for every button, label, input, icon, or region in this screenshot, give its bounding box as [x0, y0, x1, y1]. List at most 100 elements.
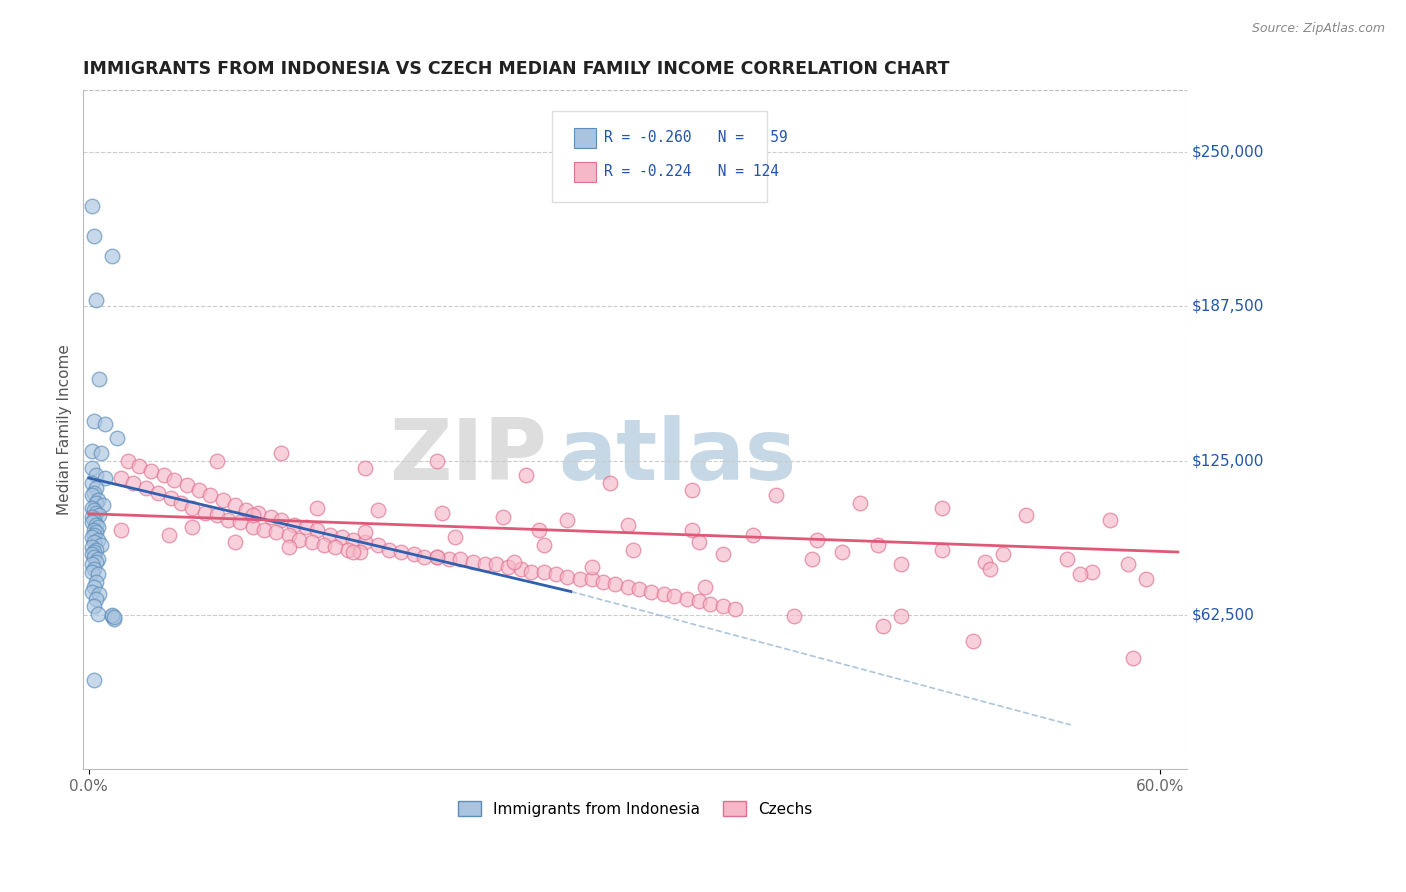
Point	[84, 293, 107, 307]
Point	[681, 523, 703, 537]
Point	[139, 463, 162, 477]
Point	[82, 500, 104, 515]
Point	[283, 517, 305, 532]
Point	[163, 474, 186, 488]
Point	[229, 516, 252, 530]
Point	[599, 475, 621, 490]
Point	[152, 468, 174, 483]
Point	[270, 446, 292, 460]
Point	[86, 552, 108, 566]
Point	[502, 555, 524, 569]
Bar	[574, 161, 596, 182]
Point	[592, 574, 614, 589]
Point	[82, 516, 104, 530]
Point	[86, 520, 108, 534]
Point	[849, 495, 872, 509]
Point	[711, 599, 734, 614]
Point	[84, 506, 107, 520]
Point	[991, 548, 1014, 562]
Point	[84, 542, 107, 557]
Point	[83, 549, 105, 564]
Point	[711, 548, 734, 562]
Point	[122, 475, 145, 490]
Legend: Immigrants from Indonesia, Czechs: Immigrants from Indonesia, Czechs	[451, 795, 818, 822]
Point	[260, 510, 283, 524]
Point	[295, 520, 318, 534]
Point	[288, 533, 311, 547]
Point	[330, 530, 353, 544]
Point	[181, 520, 204, 534]
Point	[527, 523, 550, 537]
Point	[568, 572, 591, 586]
Point	[84, 525, 107, 540]
Text: $250,000: $250,000	[1192, 145, 1264, 160]
Point	[354, 461, 377, 475]
Point	[1122, 651, 1144, 665]
Point	[181, 500, 204, 515]
Point	[377, 542, 399, 557]
Point	[103, 612, 125, 626]
Point	[90, 538, 112, 552]
Point	[211, 493, 233, 508]
Text: $187,500: $187,500	[1192, 299, 1264, 314]
Text: Source: ZipAtlas.com: Source: ZipAtlas.com	[1251, 22, 1385, 36]
Point	[93, 417, 115, 431]
Point	[82, 199, 104, 213]
Point	[82, 510, 104, 524]
Text: R = -0.224   N = 124: R = -0.224 N = 124	[605, 164, 779, 179]
Point	[621, 542, 644, 557]
Point	[765, 488, 787, 502]
Point	[640, 584, 662, 599]
Point	[89, 508, 111, 522]
Point	[800, 552, 823, 566]
Point	[783, 609, 806, 624]
Point	[86, 493, 108, 508]
Text: $125,000: $125,000	[1192, 453, 1264, 468]
Point	[83, 545, 105, 559]
Point	[277, 527, 299, 541]
Point	[242, 520, 264, 534]
Point	[82, 488, 104, 502]
Point	[89, 587, 111, 601]
Point	[82, 558, 104, 572]
Point	[314, 538, 336, 552]
Point	[89, 372, 111, 386]
Point	[1056, 552, 1078, 566]
Point	[413, 549, 436, 564]
Point	[253, 523, 276, 537]
Point	[93, 471, 115, 485]
Point	[831, 545, 853, 559]
Point	[83, 229, 105, 244]
Point	[148, 485, 170, 500]
Point	[83, 503, 105, 517]
Point	[741, 527, 763, 541]
Point	[194, 506, 217, 520]
Point	[205, 453, 228, 467]
Point	[103, 610, 125, 624]
Point	[82, 443, 104, 458]
Point	[83, 599, 105, 614]
Point	[652, 587, 675, 601]
Point	[806, 533, 828, 547]
Point	[872, 619, 894, 633]
Point	[555, 513, 578, 527]
Point	[247, 506, 270, 520]
Point	[242, 508, 264, 522]
Point	[83, 580, 105, 594]
Text: IMMIGRANTS FROM INDONESIA VS CZECH MEDIAN FAMILY INCOME CORRELATION CHART: IMMIGRANTS FROM INDONESIA VS CZECH MEDIA…	[83, 60, 950, 78]
Point	[101, 607, 124, 622]
Point	[367, 538, 389, 552]
Point	[110, 471, 132, 485]
Point	[1069, 567, 1091, 582]
Point	[617, 580, 640, 594]
Point	[342, 545, 364, 559]
Point	[83, 527, 105, 541]
Y-axis label: Median Family Income: Median Family Income	[58, 344, 72, 516]
Point	[84, 574, 107, 589]
Point	[693, 580, 716, 594]
Point	[1098, 513, 1121, 527]
Text: R = -0.260   N =   59: R = -0.260 N = 59	[605, 130, 787, 145]
Point	[188, 483, 211, 498]
Point	[664, 590, 686, 604]
Point	[128, 458, 150, 473]
